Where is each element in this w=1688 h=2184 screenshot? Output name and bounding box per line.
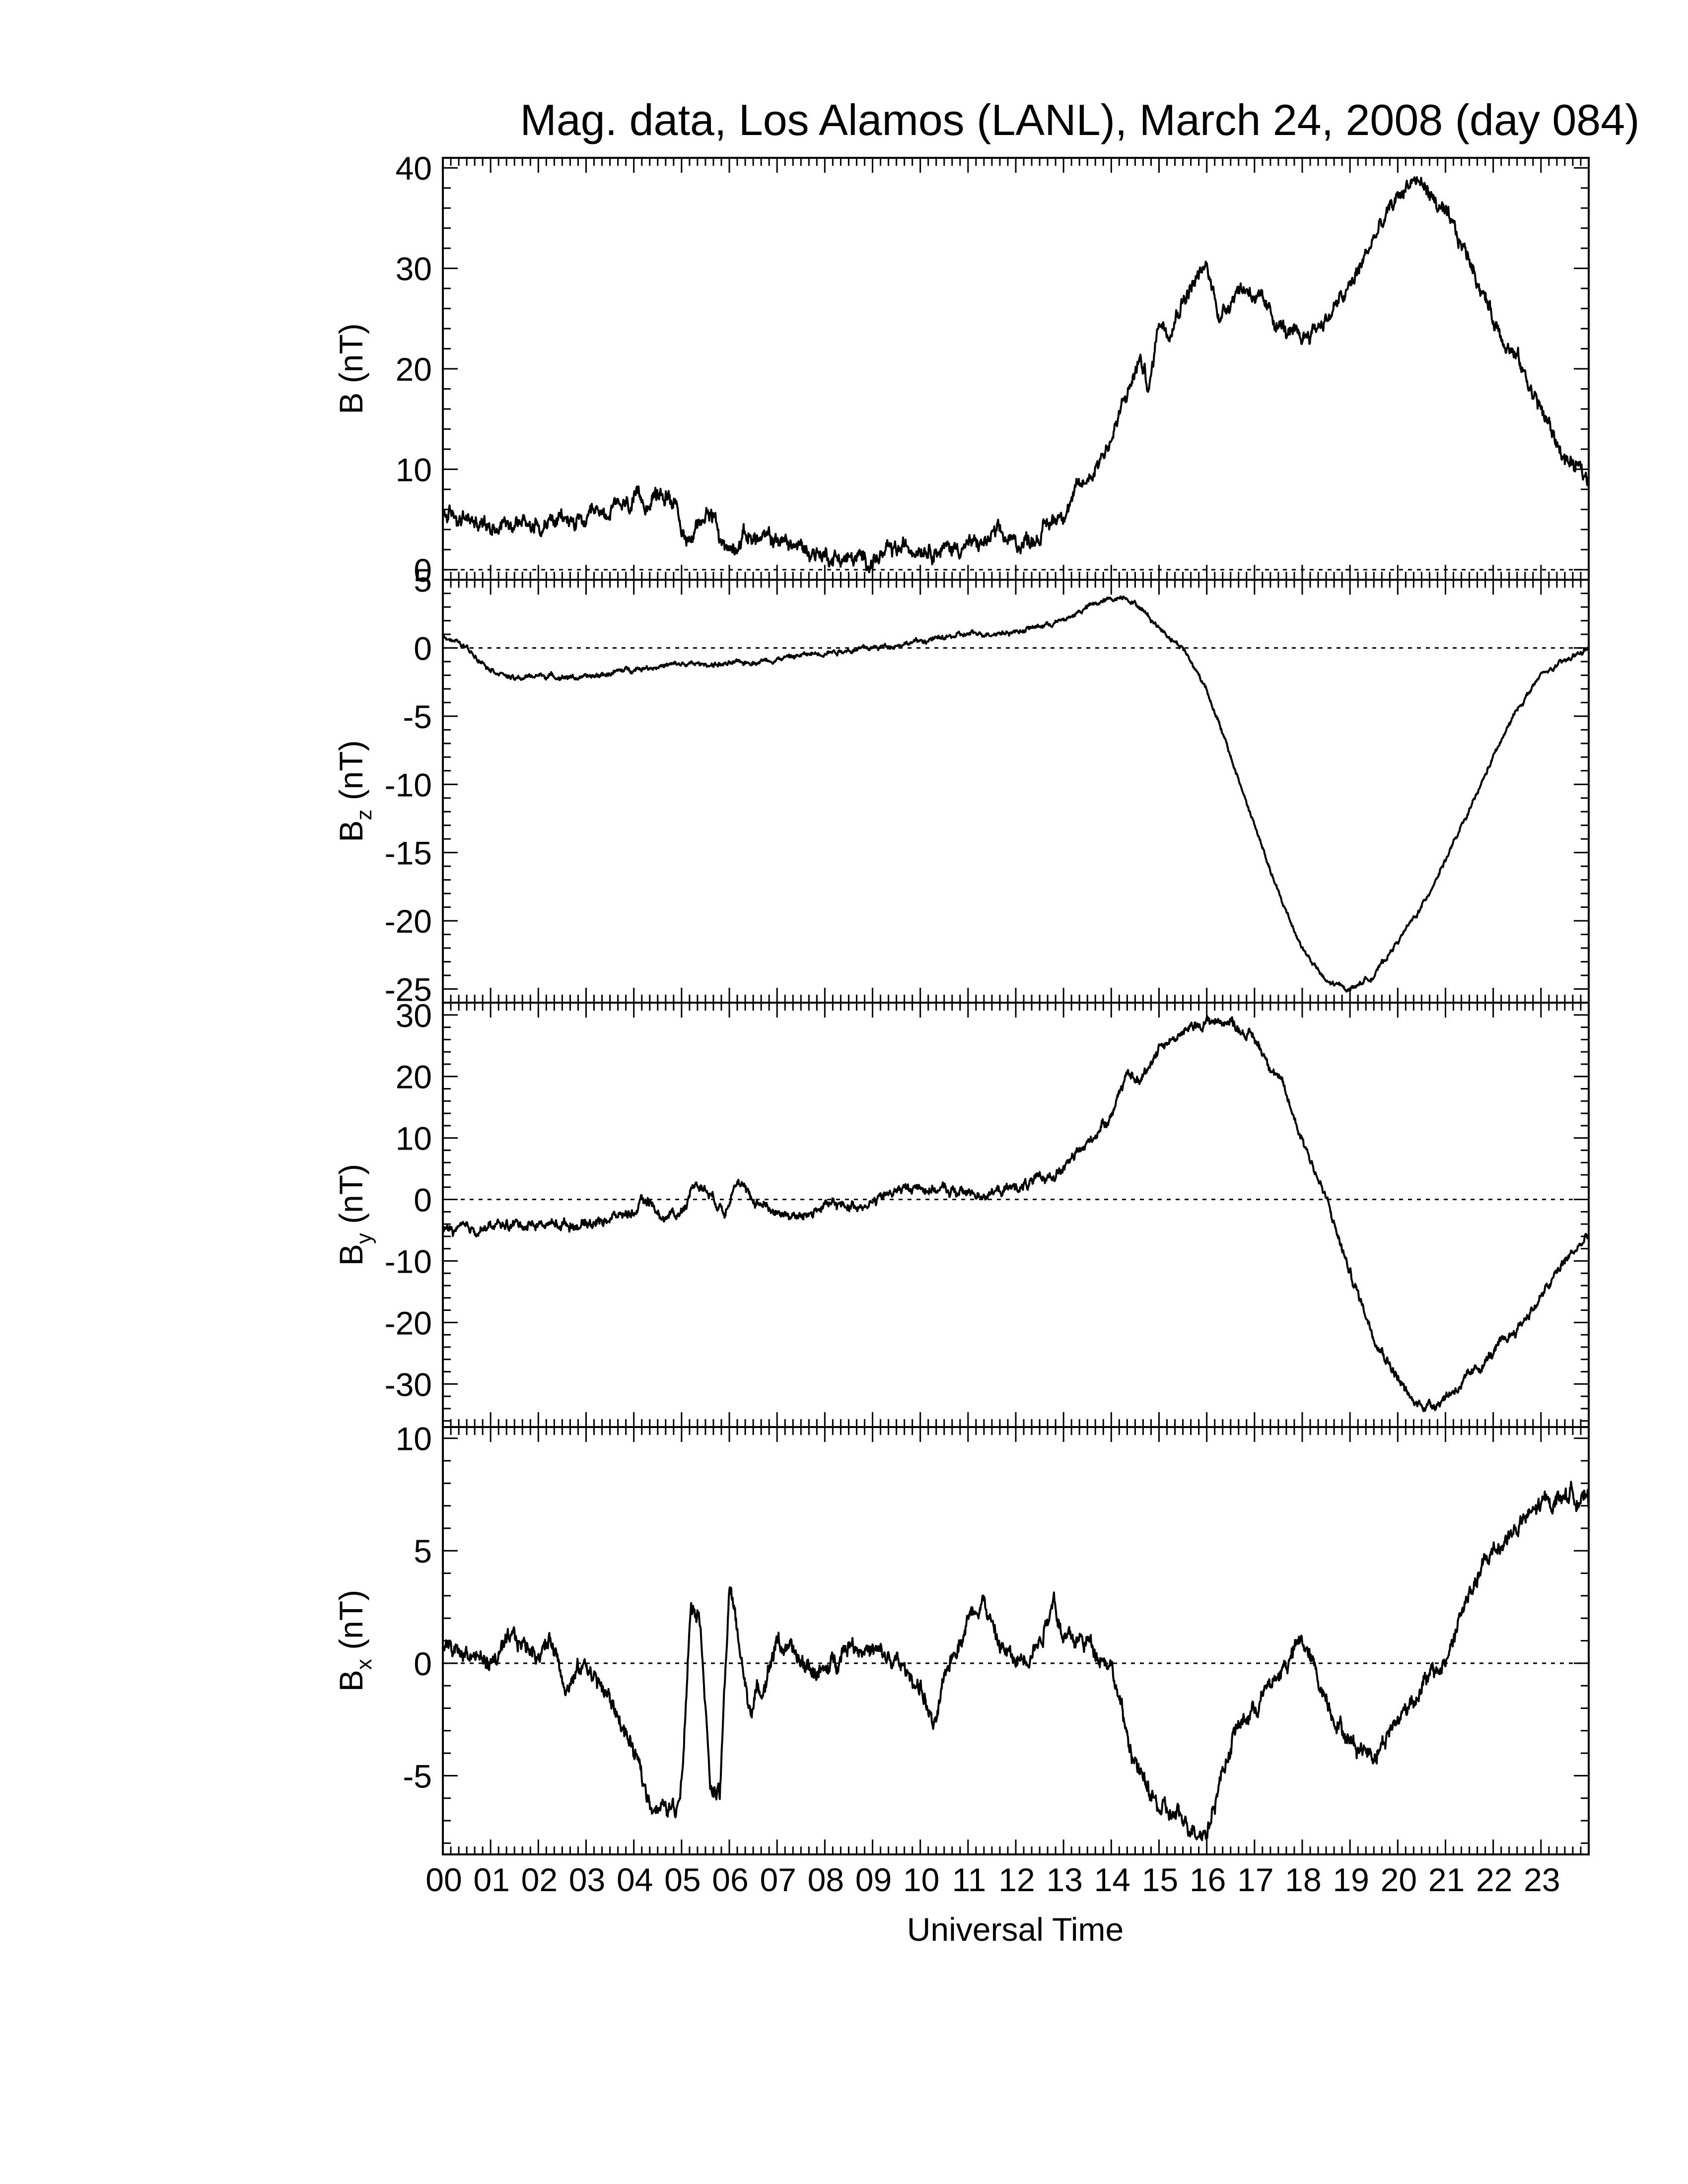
y-axis-label-units: (nT) (333, 740, 369, 809)
y-tick-label: -10 (385, 1243, 432, 1280)
y-axis-label-subscript: y (352, 1233, 376, 1244)
x-tick-label: 01 (473, 1861, 509, 1898)
y-tick-label: -5 (403, 698, 432, 735)
y-axis-label-base: B (333, 820, 369, 842)
x-tick-label: 03 (569, 1861, 605, 1898)
x-tick-label: 11 (952, 1861, 986, 1898)
x-tick-label: 04 (617, 1861, 653, 1898)
y-tick-label: 5 (414, 1533, 432, 1570)
x-tick-label: 00 (425, 1861, 462, 1898)
y-tick-label: 10 (396, 1421, 432, 1457)
y-axis-label-units: (nT) (333, 1590, 369, 1659)
y-axis-label-subscript: z (352, 810, 376, 820)
x-tick-label: 10 (903, 1861, 939, 1898)
y-tick-label: -30 (385, 1366, 432, 1403)
y-tick-label: 0 (414, 1182, 432, 1219)
x-tick-label: 14 (1094, 1861, 1130, 1898)
y-tick-label: -25 (385, 971, 432, 1008)
x-tick-label: 05 (664, 1861, 701, 1898)
y-axis-label: B (nT) (333, 323, 369, 414)
x-tick-label: 13 (1046, 1861, 1082, 1898)
y-axis-label-base: B (333, 1244, 369, 1266)
x-tick-label: 17 (1237, 1861, 1273, 1898)
x-tick-label: 22 (1476, 1861, 1512, 1898)
y-axis-label-units: (nT) (333, 323, 369, 392)
x-tick-label: 20 (1381, 1861, 1417, 1898)
x-tick-label: 12 (998, 1861, 1035, 1898)
y-tick-label: -5 (403, 1758, 432, 1794)
y-tick-label: 5 (414, 562, 432, 599)
y-tick-label: 0 (414, 552, 432, 589)
y-axis-label: Bz (nT) (333, 740, 376, 842)
y-tick-label: -15 (385, 835, 432, 872)
x-tick-label: 06 (712, 1861, 748, 1898)
panel-4: 10 5 0 -5 Bx (nT) (333, 1421, 1590, 1855)
y-axis-label-subscript: x (352, 1659, 376, 1670)
x-tick-label: 15 (1142, 1861, 1178, 1898)
x-axis-label: Universal Time (907, 1911, 1124, 1948)
x-tick-label: 02 (521, 1861, 558, 1898)
y-tick-label: 30 (396, 251, 432, 287)
y-axis-label: Bx (nT) (333, 1590, 376, 1692)
y-tick-label: 0 (414, 630, 432, 667)
x-tick-labels: 00 01 02 03 04 05 06 07 08 09 10 11 12 13 14 15 16 17 18 19… (425, 1861, 1560, 1898)
panel-2: 5 0 -5 -10 -15 -20 -25 Bz (nT) (333, 562, 1590, 1008)
x-tick-label: 09 (855, 1861, 892, 1898)
series-line (442, 1015, 1590, 1413)
chart-title: Mag. data, Los Alamos (LANL), March 24, … (520, 95, 1640, 144)
y-tick-label: 40 (396, 150, 432, 187)
y-tick-label: 10 (396, 451, 432, 488)
panel-1: 0 10 20 30 40 B (nT) (333, 150, 1590, 589)
y-tick-label: 20 (396, 1059, 432, 1095)
x-tick-label: 18 (1285, 1861, 1321, 1898)
x-tick-label: 19 (1333, 1861, 1369, 1898)
y-axis-label: By (nT) (333, 1164, 376, 1266)
series-line (442, 1481, 1590, 1842)
x-tick-label: 07 (760, 1861, 796, 1898)
series-line (442, 176, 1590, 574)
y-tick-label: -10 (385, 766, 432, 803)
y-axis-label-base: B (333, 393, 369, 414)
y-tick-label: 10 (396, 1120, 432, 1157)
y-tick-label: 20 (396, 351, 432, 388)
x-tick-label: 23 (1524, 1861, 1560, 1898)
y-tick-label: 30 (396, 997, 432, 1034)
y-tick-label: -20 (385, 1304, 432, 1341)
y-axis-label-units: (nT) (333, 1164, 369, 1233)
series-line (442, 595, 1589, 993)
y-tick-label: -20 (385, 903, 432, 940)
panel-3: 30 20 10 0 -10 -20 -30 By (nT) (333, 997, 1590, 1428)
x-tick-label: 21 (1428, 1861, 1465, 1898)
y-axis-label-base: B (333, 1670, 369, 1692)
y-tick-label: 0 (414, 1645, 432, 1682)
x-tick-label: 16 (1190, 1861, 1226, 1898)
x-tick-label: 08 (808, 1861, 844, 1898)
